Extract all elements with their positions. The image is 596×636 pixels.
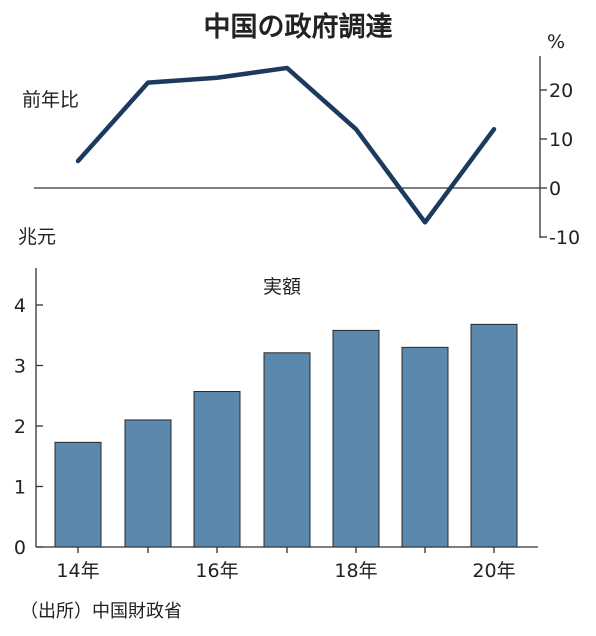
line-y-tick-label: 10 — [549, 129, 573, 151]
bar-y-tick-label: 4 — [14, 295, 26, 317]
bar — [124, 419, 172, 548]
line-unit-label: % — [547, 31, 565, 53]
bar — [332, 329, 380, 548]
bar — [54, 441, 102, 548]
bar-series-label: 実額 — [263, 276, 301, 298]
bar — [193, 391, 241, 548]
bar-y-tick-label: 3 — [14, 356, 26, 378]
bar-x-ticks: 14年 16年 18年 20年 — [56, 547, 516, 582]
line-series-label: 前年比 — [22, 89, 79, 111]
bar-x-tick-label: 18年 — [334, 560, 377, 582]
growth-points — [77, 67, 495, 223]
bar — [401, 346, 449, 548]
bar-y-ticks: 0 1 2 3 4 — [14, 295, 43, 559]
line-y-tick-label: 20 — [549, 80, 573, 102]
bar-unit-label: 兆元 — [18, 226, 56, 248]
bar-y-tick-label: 1 — [14, 477, 26, 499]
bar-series — [54, 323, 518, 548]
bar-y-tick-label: 2 — [14, 416, 26, 438]
bar-x-tick-label: 20年 — [472, 560, 515, 582]
bar — [470, 323, 518, 548]
line-y-tick-label: -10 — [549, 227, 580, 249]
line-y-ticks: -10 0 10 20 — [540, 80, 580, 249]
line-y-tick-label: 0 — [549, 178, 561, 200]
bar-x-tick-label: 14年 — [56, 560, 99, 582]
source-note: （出所）中国財政省 — [20, 601, 182, 622]
chart-title: 中国の政府調達 — [204, 11, 393, 43]
growth-series-line — [75, 65, 497, 225]
amount-bar-chart: 兆元 実額 0 1 2 3 4 14年 16年 18年 20年 — [14, 226, 538, 582]
bar-y-tick-label: 0 — [14, 537, 26, 559]
bar-x-tick-label: 16年 — [195, 560, 238, 582]
growth-line-chart: % 前年比 -10 0 10 20 — [22, 31, 580, 249]
bar — [263, 352, 311, 548]
